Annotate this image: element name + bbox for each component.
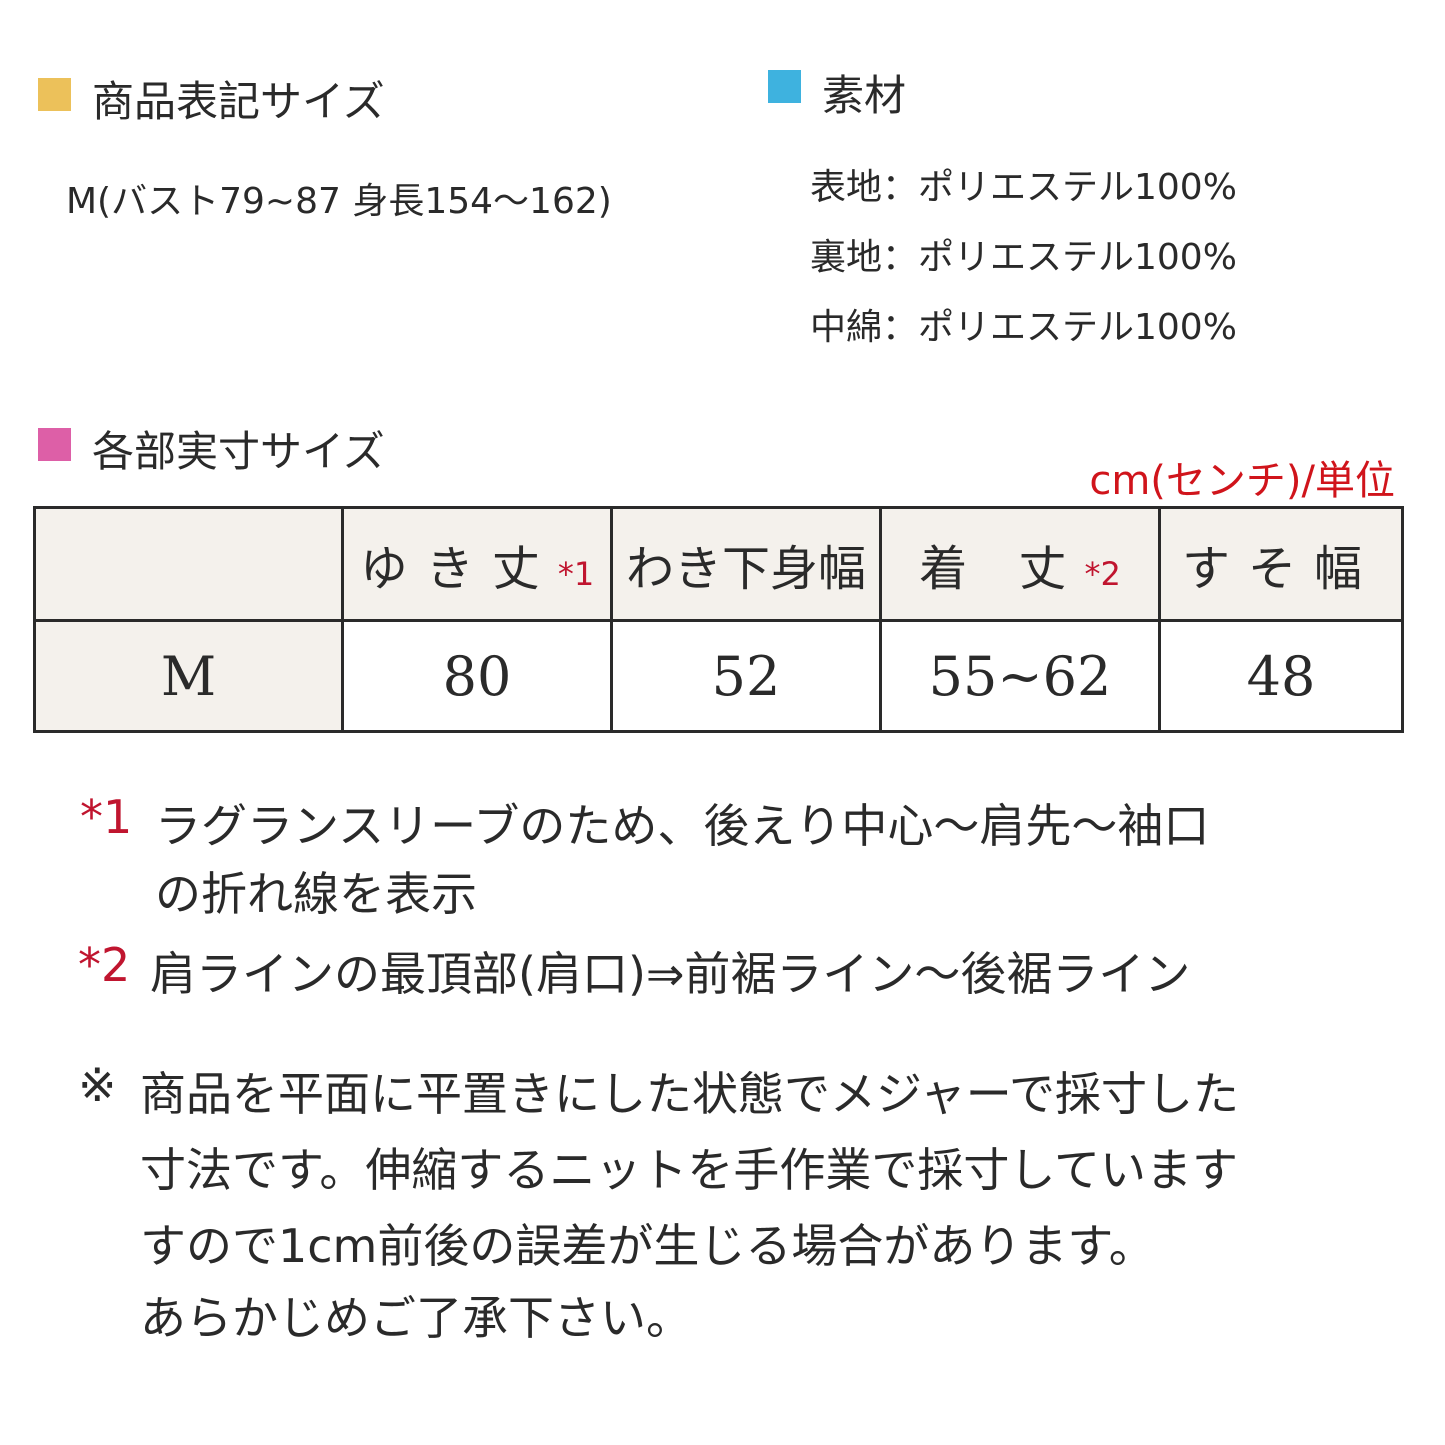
material-item: 中綿：ポリエステル100% xyxy=(810,307,1237,348)
value-cell: 55~62 xyxy=(879,619,1161,733)
header-label: 着 丈 xyxy=(919,541,1085,597)
header-cell-empty xyxy=(33,506,344,622)
disclaimer-mark: ※ xyxy=(78,1058,117,1112)
footnote-mark: *2 xyxy=(1084,555,1121,593)
value-cell: 48 xyxy=(1158,619,1404,733)
disclaimer-line: あらかじめご了承下さい。 xyxy=(140,1291,692,1345)
note-2-line: 肩ラインの最頂部(肩口)⇒前裾ライン～後裾ライン xyxy=(150,947,1191,1001)
measure-title: 各部実寸サイズ xyxy=(92,427,385,476)
header-label: すそ幅 xyxy=(1181,541,1380,597)
size-table: ゆき丈*1 わき下身幅 着 丈*2 すそ幅 M 80 52 55~62 48 xyxy=(33,506,1404,733)
material-title: 素材 xyxy=(822,71,907,120)
measure-marker-square xyxy=(38,428,71,461)
table-row: M 80 52 55~62 48 xyxy=(33,619,1404,733)
header-cell-wakishita: わき下身幅 xyxy=(610,506,882,622)
header-cell-susohaba: すそ幅 xyxy=(1158,506,1404,622)
disclaimer-line: 商品を平面に平置きにした状態でメジャーで採寸した xyxy=(140,1067,1239,1121)
value-cell: 80 xyxy=(341,619,613,733)
note-2-mark: *2 xyxy=(78,938,131,992)
size-marker-square xyxy=(38,78,71,111)
table-header-row: ゆき丈*1 わき下身幅 着 丈*2 すそ幅 xyxy=(33,506,1404,622)
header-label: わき下身幅 xyxy=(625,541,866,597)
material-marker-square xyxy=(768,70,801,103)
footnote-mark: *1 xyxy=(557,555,595,593)
note-1-mark: *1 xyxy=(80,790,133,844)
value-cell: 52 xyxy=(610,619,882,733)
header-cell-kitake: 着 丈*2 xyxy=(879,506,1161,622)
material-item: 裏地：ポリエステル100% xyxy=(810,237,1237,278)
row-size-cell: M xyxy=(33,619,344,733)
disclaimer-line: すので1cm前後の誤差が生じる場合があります。 xyxy=(140,1219,1155,1273)
header-label: ゆき丈 xyxy=(359,541,558,597)
note-1-line: ラグランスリーブのため、後えり中心～肩先～袖口 xyxy=(155,799,1210,853)
material-item: 表地：ポリエステル100% xyxy=(810,167,1237,208)
disclaimer-line: 寸法です。伸縮するニットを手作業で採寸しています xyxy=(140,1143,1239,1197)
header-cell-yuki: ゆき丈*1 xyxy=(341,506,613,622)
size-label-title: 商品表記サイズ xyxy=(92,77,385,126)
size-label-value: M(バスト79~87 身長154～162) xyxy=(66,181,612,222)
unit-label: cm(センチ)/単位 xyxy=(1089,458,1395,504)
note-1-line: の折れ線を表示 xyxy=(155,867,477,921)
